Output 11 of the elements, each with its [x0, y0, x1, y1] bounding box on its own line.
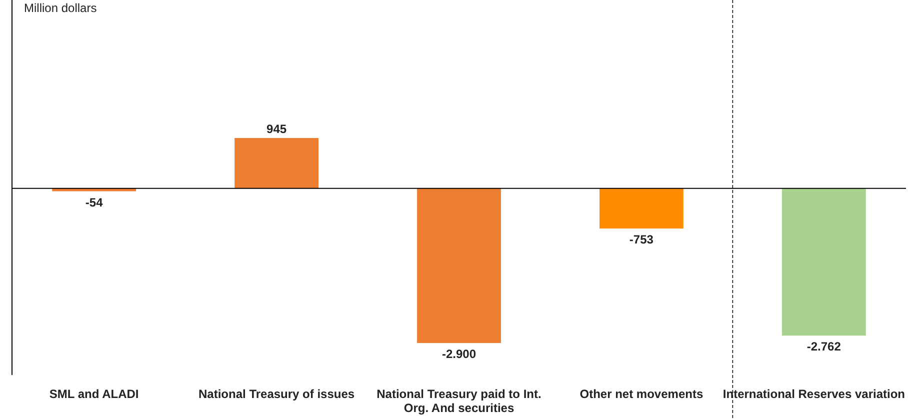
- x-tick-label: National Treasury paid to Int. Org. And securities: [376, 387, 542, 415]
- data-label: -2.762: [806, 340, 842, 354]
- text: Million dollars: [24, 1, 97, 15]
- data-label: -54: [85, 195, 104, 210]
- data-label: -2.900: [442, 347, 476, 361]
- data-label: -753: [629, 232, 654, 247]
- x-tick-label: National Treasury of issues: [198, 387, 355, 401]
- x-tick-label: SML and ALADI: [49, 387, 139, 401]
- x-tick-label: Other net movements: [580, 387, 704, 401]
- data-label: 945: [266, 122, 287, 136]
- x-tick-label: International Reserves variation: [722, 387, 905, 401]
